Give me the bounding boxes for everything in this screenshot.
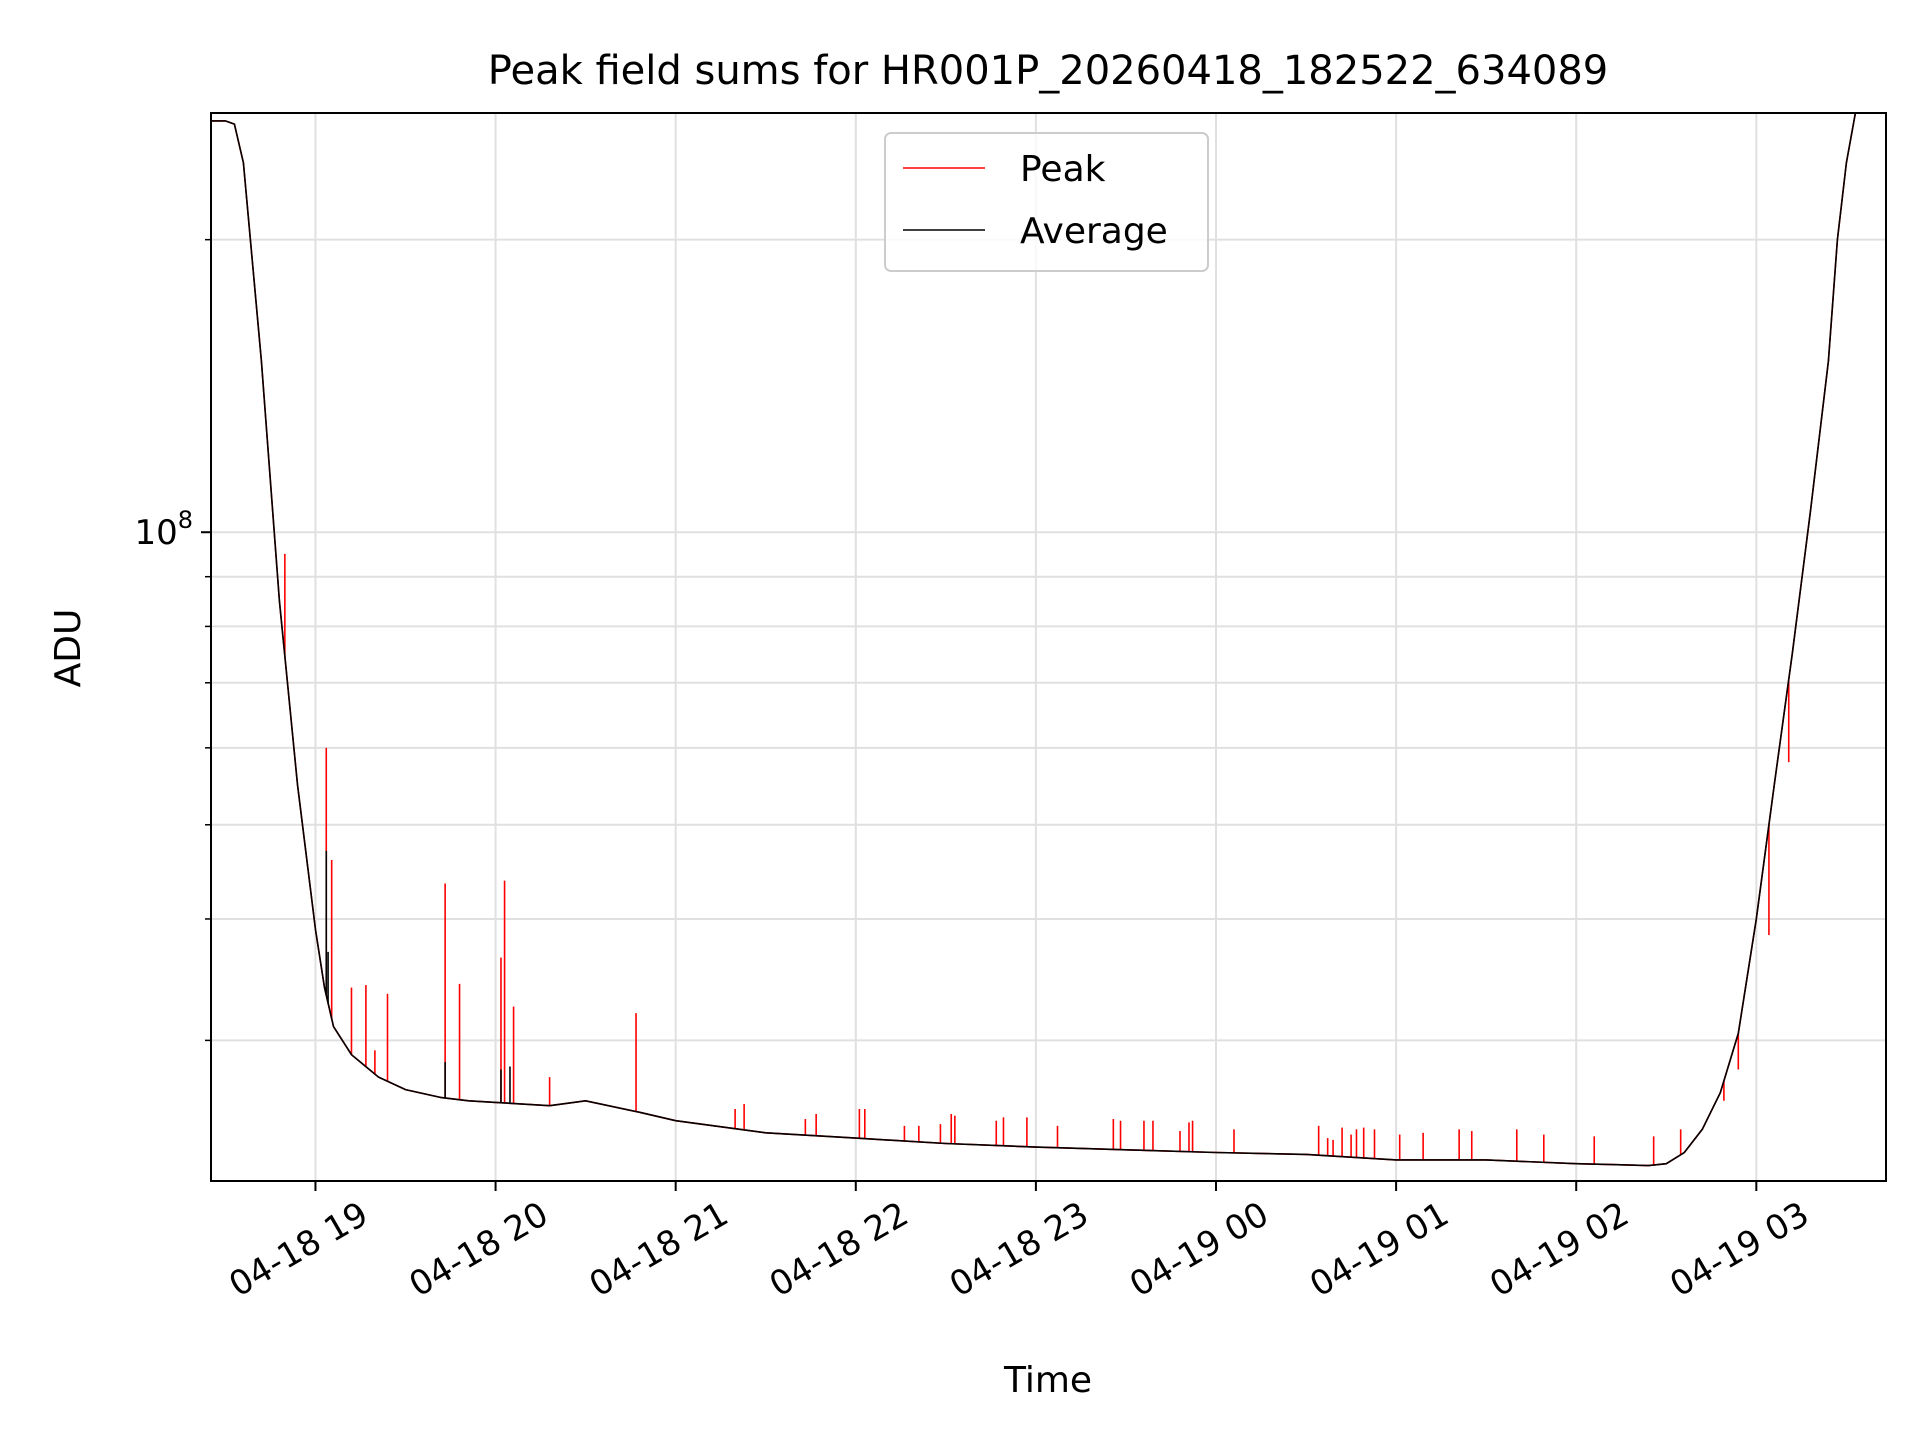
legend-average-label: Average (1020, 211, 1168, 252)
legend-peak-label: Peak (1020, 149, 1106, 190)
chart-title: Peak field sums for HR001P_20260418_1825… (488, 48, 1608, 94)
legend: Peak Average (884, 132, 1209, 272)
grid (211, 113, 1886, 1181)
plot-area (211, 113, 1857, 1167)
y-tick-label-exponent: 8 (178, 506, 193, 534)
y-tick-label: 108 (134, 506, 193, 553)
average-series-line (211, 113, 1857, 1167)
axes-frame (210, 112, 1887, 1182)
y-tick-label-base: 10 (134, 513, 177, 553)
x-axis-label: Time (1003, 1360, 1092, 1401)
y-axis-label: ADU (48, 609, 89, 688)
